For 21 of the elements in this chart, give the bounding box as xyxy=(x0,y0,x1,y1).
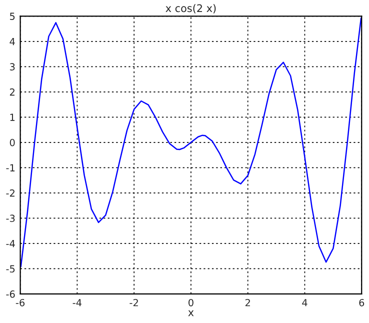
y-tick-label: -5 xyxy=(6,265,15,273)
y-tick-label: -6 xyxy=(6,290,15,298)
y-tick-label: 5 xyxy=(10,12,15,20)
y-tick-label: -2 xyxy=(6,189,14,197)
y-tick-label: 1 xyxy=(10,114,15,121)
x-tick-label: -6 xyxy=(16,298,25,306)
x-axis-title: x xyxy=(188,310,194,316)
y-tick-label: 4 xyxy=(10,38,15,46)
y-tick-label: 2 xyxy=(10,88,14,96)
x-tick-label: -4 xyxy=(72,299,82,306)
x-tick-label: 4 xyxy=(302,299,308,306)
x-tick-label: 6 xyxy=(359,298,364,306)
y-tick-label: -4 xyxy=(6,240,15,248)
y-tick-label: 3 xyxy=(10,63,15,70)
y-tick-label: -3 xyxy=(6,214,15,222)
x-tick-label: -2 xyxy=(130,298,138,306)
y-tick-label: 0 xyxy=(10,138,15,146)
x-tick-label: 0 xyxy=(188,298,194,306)
y-tick-label: -1 xyxy=(6,164,15,172)
x-tick-label: 2 xyxy=(245,298,250,306)
chart-title: x cos(2 x) xyxy=(166,4,216,14)
